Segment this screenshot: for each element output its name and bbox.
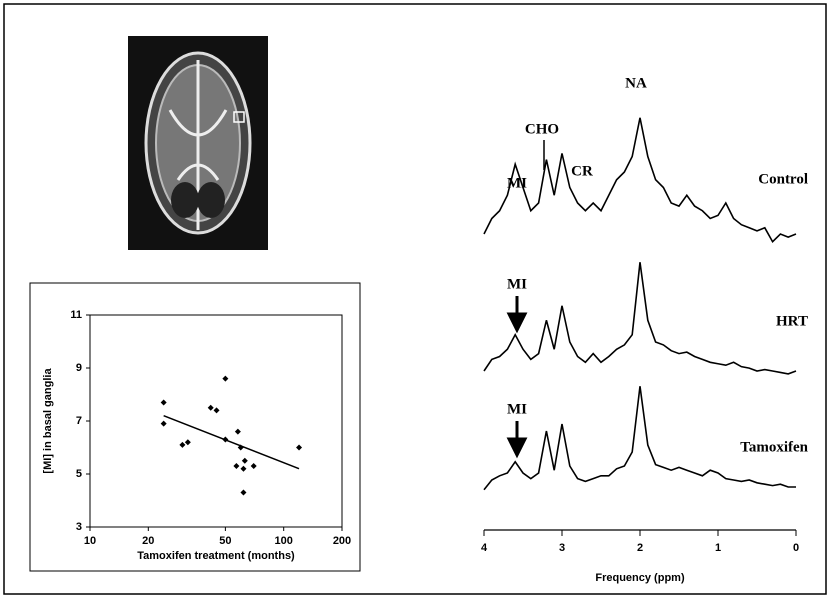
series-label: Control: [758, 171, 808, 187]
y-tick-label: 5: [76, 468, 82, 480]
y-tick-label: 9: [76, 362, 82, 374]
figure: Tamoxifen treatment (months) [MI] in bas…: [0, 0, 832, 600]
y-tick-label: 3: [76, 521, 82, 533]
y-axis-label: [MI] in basal ganglia: [42, 368, 54, 474]
peak-label: NA: [625, 75, 647, 91]
series-label: Tamoxifen: [740, 439, 808, 455]
x-tick-label: 200: [333, 535, 351, 547]
peak-label: CHO: [525, 121, 559, 137]
series-label: HRT: [776, 313, 808, 329]
peak-label: MI: [507, 401, 527, 417]
plot-area: [90, 315, 342, 527]
x-axis-label: Tamoxifen treatment (months): [137, 550, 295, 562]
x-tick-label: 0: [793, 542, 799, 554]
x-tick-label: 50: [219, 535, 231, 547]
y-tick-label: 11: [70, 309, 82, 321]
x-tick-label: 2: [637, 542, 643, 554]
y-tick-label: 7: [76, 415, 82, 427]
x-tick-label: 4: [481, 542, 488, 554]
x-tick-label: 20: [142, 535, 154, 547]
x-tick-label: 100: [275, 535, 293, 547]
x-tick-label: 3: [559, 542, 565, 554]
x-axis-label: Frequency (ppm): [595, 572, 685, 584]
x-tick-label: 10: [84, 535, 96, 547]
mri-image: [128, 36, 268, 250]
peak-label: CR: [571, 163, 593, 179]
x-tick-label: 1: [715, 542, 721, 554]
peak-label: MI: [507, 276, 527, 292]
